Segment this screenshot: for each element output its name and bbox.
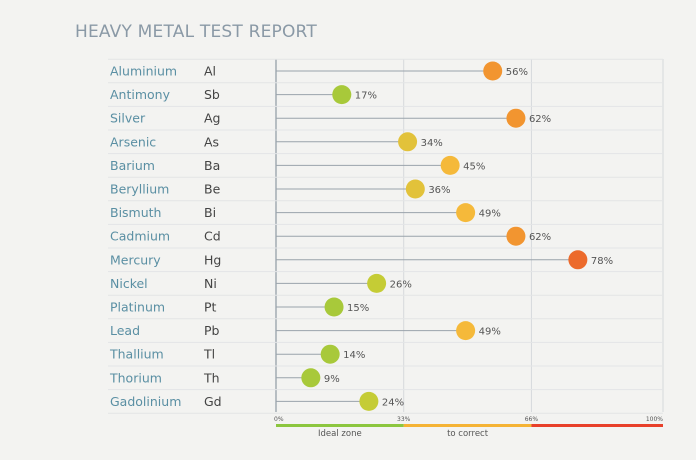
zone-bar <box>276 424 404 427</box>
lollipop-dot <box>324 297 344 317</box>
lollipop-dot <box>506 226 526 246</box>
metal-symbol-label: Be <box>204 182 221 197</box>
metal-name-label: Barium <box>110 158 155 173</box>
metal-name-label: Cadmium <box>110 229 170 244</box>
metal-symbol-label: Cd <box>204 229 221 244</box>
grid-layer <box>108 58 664 414</box>
value-label: 36% <box>428 185 450 196</box>
value-label: 45% <box>463 161 485 172</box>
zone-bar <box>403 424 532 427</box>
lollipop-dot <box>398 132 418 152</box>
chart-title: HEAVY METAL TEST REPORT <box>75 22 317 42</box>
metal-symbol-label: Ba <box>204 158 220 173</box>
metal-symbol-label: Pt <box>204 300 217 315</box>
lollipop-dot <box>568 250 588 270</box>
tick-label: 100% <box>646 416 663 423</box>
value-label: 62% <box>529 232 551 243</box>
value-label: 17% <box>355 91 377 102</box>
tick-label: 66% <box>525 416 539 423</box>
lollipop-dot <box>405 179 425 199</box>
lollipop-dot <box>367 273 387 293</box>
zone-label: to correct <box>447 429 489 439</box>
metal-name-label: Antimony <box>110 87 171 102</box>
value-label: 62% <box>529 114 551 125</box>
metal-name-label: Mercury <box>110 252 161 267</box>
lollipop-dot <box>332 85 352 105</box>
metal-name-label: Bismuth <box>110 205 161 220</box>
lollipop-dot <box>456 203 476 223</box>
value-label: 34% <box>421 138 443 149</box>
metal-symbol-label: Ag <box>204 111 221 126</box>
metal-symbol-label: Gd <box>204 394 222 409</box>
value-label: 15% <box>347 303 369 314</box>
value-label: 49% <box>479 209 501 220</box>
metal-symbol-label: As <box>204 134 219 149</box>
rows-layer: Aluminium Al 56% Antimony Sb 17% Silver Ag 62% Ar… <box>109 61 613 411</box>
tick-label: 0% <box>274 416 284 423</box>
value-label: 9% <box>324 374 340 385</box>
tick-label: 33% <box>397 416 411 423</box>
metal-name-label: Thallium <box>109 347 164 362</box>
lollipop-dot <box>320 344 340 364</box>
value-label: 26% <box>390 279 412 290</box>
zone-bar <box>531 424 663 427</box>
metal-symbol-label: Tl <box>203 347 215 362</box>
lollipop-dot <box>359 391 379 411</box>
metal-symbol-label: Al <box>204 64 216 79</box>
metal-name-label: Lead <box>110 323 140 338</box>
metal-symbol-label: Bi <box>204 205 216 220</box>
metal-symbol-label: Pb <box>204 323 220 338</box>
value-label: 78% <box>591 256 613 267</box>
lollipop-dot <box>483 61 503 81</box>
value-label: 56% <box>506 67 528 78</box>
lollipop-dot <box>506 108 526 128</box>
metal-name-label: Platinum <box>110 300 165 315</box>
metal-symbol-label: Hg <box>204 252 221 267</box>
lollipop-dot <box>456 321 476 341</box>
metal-name-label: Thorium <box>109 370 162 385</box>
value-label: 49% <box>479 327 501 338</box>
metal-name-label: Beryllium <box>110 182 169 197</box>
lollipop-dot <box>301 368 321 388</box>
lollipop-dot <box>440 155 460 175</box>
metal-symbol-label: Sb <box>204 87 220 102</box>
value-label: 14% <box>343 350 365 361</box>
metal-name-label: Aluminium <box>110 64 177 79</box>
metal-name-label: Arsenic <box>110 134 156 149</box>
metal-name-label: Nickel <box>110 276 148 291</box>
value-label: 24% <box>382 397 404 408</box>
axis-layer: 0% 33% 66% 100% Ideal zone to correct <box>274 416 663 439</box>
metal-name-label: Silver <box>110 111 146 126</box>
metal-symbol-label: Th <box>203 370 220 385</box>
zone-label: Ideal zone <box>318 429 362 439</box>
metal-name-label: Gadolinium <box>110 394 181 409</box>
metal-symbol-label: Ni <box>204 276 217 291</box>
